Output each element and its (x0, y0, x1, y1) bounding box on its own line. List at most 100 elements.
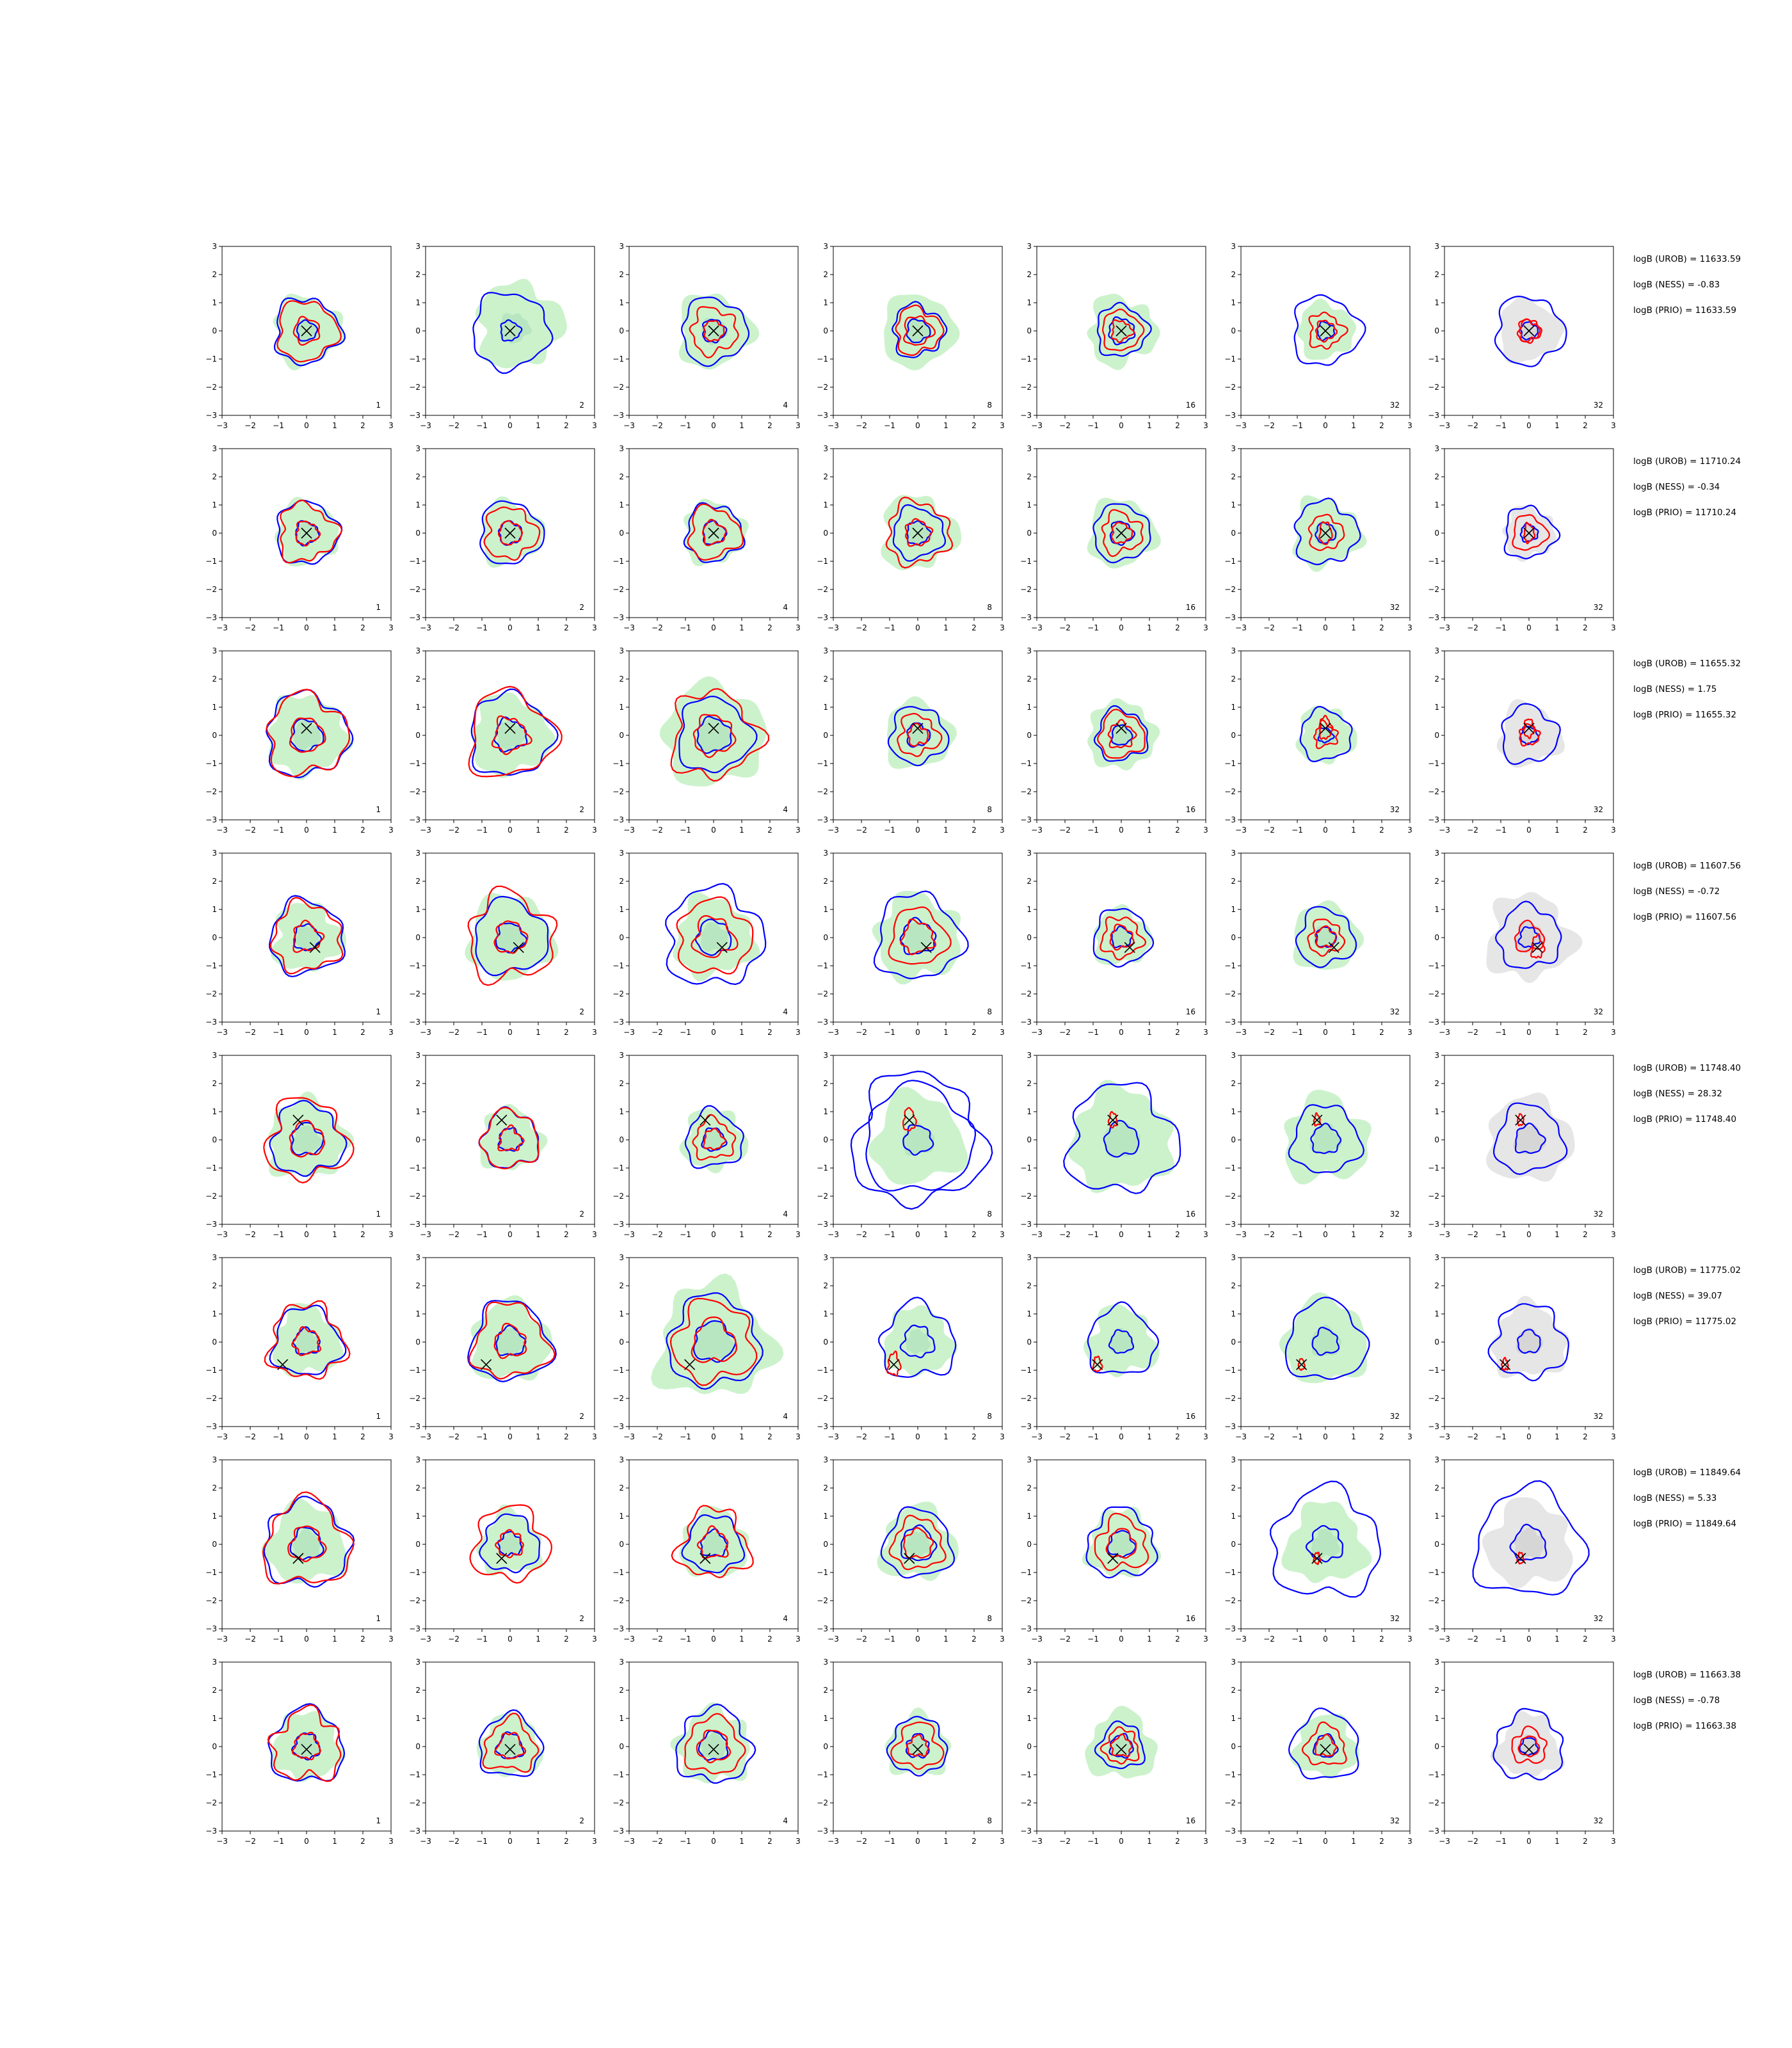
y-tick-label: −3 (1428, 1422, 1439, 1431)
x-tick-label: −2 (652, 1837, 663, 1846)
y-tick-label: −2 (409, 585, 420, 594)
x-tick-label: −1 (476, 1635, 488, 1644)
true-value-marker (904, 1553, 915, 1564)
x-tick-label: 1 (943, 826, 948, 835)
y-tick-label: −1 (1020, 557, 1032, 566)
x-tick-label: 0 (304, 623, 309, 632)
y-tick-label: 3 (212, 1253, 217, 1262)
subplot: −3 −2 −1 0 1 2 3 −3 −2 −1 0 1 2 3 16 (1020, 1051, 1208, 1239)
y-tick-label: −2 (612, 1798, 624, 1807)
x-tick-label: −1 (680, 1837, 691, 1846)
plot-area (465, 885, 559, 986)
y-tick-label: 2 (619, 1281, 624, 1290)
blue-contour (1514, 1123, 1546, 1154)
y-tick-label: 2 (1027, 270, 1032, 279)
x-tick-label: −3 (1235, 421, 1247, 430)
true-value-marker (1107, 1114, 1119, 1126)
y-tick-label: −3 (1020, 1624, 1032, 1633)
y-tick-label: 0 (1434, 1135, 1439, 1144)
y-tick-label: −3 (817, 1220, 828, 1229)
panel-size-label: 32 (1594, 603, 1603, 612)
y-tick-label: −1 (205, 1366, 217, 1375)
x-tick-label: 3 (1407, 1432, 1412, 1441)
red-contour (280, 499, 343, 564)
x-tick-label: −1 (1087, 1028, 1099, 1037)
density-fill-core (700, 922, 728, 952)
y-tick-label: 0 (1231, 326, 1236, 335)
plot-area (1293, 900, 1364, 970)
x-tick-label: 0 (1323, 421, 1328, 430)
y-tick-label: −2 (817, 989, 828, 998)
y-tick-label: −1 (1224, 1568, 1236, 1577)
x-tick-label: 0 (1119, 421, 1124, 430)
y-tick-label: −3 (612, 1018, 624, 1027)
x-tick-label: 0 (1323, 1028, 1328, 1037)
logb-annotation: logB (PRIO) = 11748.40 (1633, 1114, 1737, 1124)
blue-contour (880, 1506, 956, 1579)
y-tick-label: −2 (612, 989, 624, 998)
y-tick-label: 3 (212, 849, 217, 858)
true-value-marker (504, 723, 516, 734)
y-tick-label: 3 (619, 444, 624, 453)
x-tick-label: −3 (623, 826, 635, 835)
plot-area (469, 1504, 553, 1584)
x-tick-label: 1 (1351, 826, 1356, 835)
subplot: −3 −2 −1 0 1 2 3 −3 −2 −1 0 1 2 3 8 (817, 1253, 1005, 1441)
red-contour (1097, 708, 1146, 759)
y-tick-label: −1 (1428, 1366, 1439, 1375)
red-contour (289, 717, 326, 753)
y-tick-label: 2 (415, 270, 420, 279)
x-tick-label: 0 (711, 1837, 716, 1846)
y-tick-label: −3 (1020, 1422, 1032, 1431)
x-tick-label: −1 (273, 623, 284, 632)
x-tick-label: 0 (1526, 826, 1532, 835)
y-tick-label: 2 (1027, 1281, 1032, 1290)
y-tick-label: 2 (823, 1484, 828, 1492)
subplot: −3 −2 −1 0 1 2 3 −3 −2 −1 0 1 2 3 8 (817, 444, 1005, 632)
y-tick-label: 1 (619, 1309, 624, 1318)
subplot: −3 −2 −1 0 1 2 3 −3 −2 −1 0 1 2 3 2 (409, 1253, 597, 1441)
y-tick-label: 3 (415, 849, 420, 858)
x-tick-label: 0 (304, 1635, 309, 1644)
y-tick-label: 3 (1027, 242, 1032, 251)
x-tick-label: 1 (1555, 1432, 1560, 1441)
y-tick-label: −2 (1020, 1798, 1032, 1807)
y-tick-label: −3 (1428, 411, 1439, 420)
x-tick-label: 3 (1203, 1432, 1208, 1441)
y-tick-label: −1 (409, 1568, 420, 1577)
true-value-marker (716, 941, 728, 953)
x-tick-label: −2 (1467, 1837, 1478, 1846)
x-tick-label: −3 (1235, 1230, 1247, 1239)
panel-size-label: 32 (1594, 1614, 1603, 1623)
blue-contour (1305, 1524, 1344, 1563)
y-tick-label: −2 (1428, 585, 1439, 594)
red-contour (289, 1119, 326, 1158)
y-tick-label: −1 (612, 557, 624, 566)
plot-area (261, 1491, 355, 1588)
x-tick-label: −3 (420, 826, 431, 835)
y-tick-label: −3 (409, 1624, 420, 1633)
red-contour (888, 906, 952, 965)
y-tick-label: −1 (817, 1568, 828, 1577)
subplot: −3 −2 −1 0 1 2 3 −3 −2 −1 0 1 2 3 4 (612, 1455, 801, 1644)
x-tick-label: 0 (915, 1432, 920, 1441)
y-tick-label: −2 (1224, 1192, 1236, 1201)
y-tick-label: 3 (415, 242, 420, 251)
y-tick-label: −2 (817, 1394, 828, 1403)
panel-size-label: 2 (579, 1816, 584, 1825)
x-tick-label: −1 (1087, 1635, 1099, 1644)
y-tick-label: 3 (619, 1253, 624, 1262)
y-tick-label: −1 (1224, 355, 1236, 364)
density-fill-core (1514, 1526, 1544, 1559)
y-tick-label: −3 (1428, 1624, 1439, 1633)
y-tick-label: 0 (415, 1338, 420, 1347)
y-tick-label: −1 (409, 1164, 420, 1172)
subplot: −3 −2 −1 0 1 2 3 −3 −2 −1 0 1 2 3 32 (1428, 849, 1616, 1037)
x-tick-label: 2 (1175, 1028, 1180, 1037)
y-tick-label: 1 (212, 1512, 217, 1521)
red-contour (696, 1525, 729, 1559)
y-tick-label: 2 (1434, 1484, 1439, 1492)
plot-area (263, 1091, 355, 1184)
x-tick-label: 2 (564, 623, 569, 632)
subplot: −3 −2 −1 0 1 2 3 −3 −2 −1 0 1 2 3 1 (205, 1455, 394, 1644)
